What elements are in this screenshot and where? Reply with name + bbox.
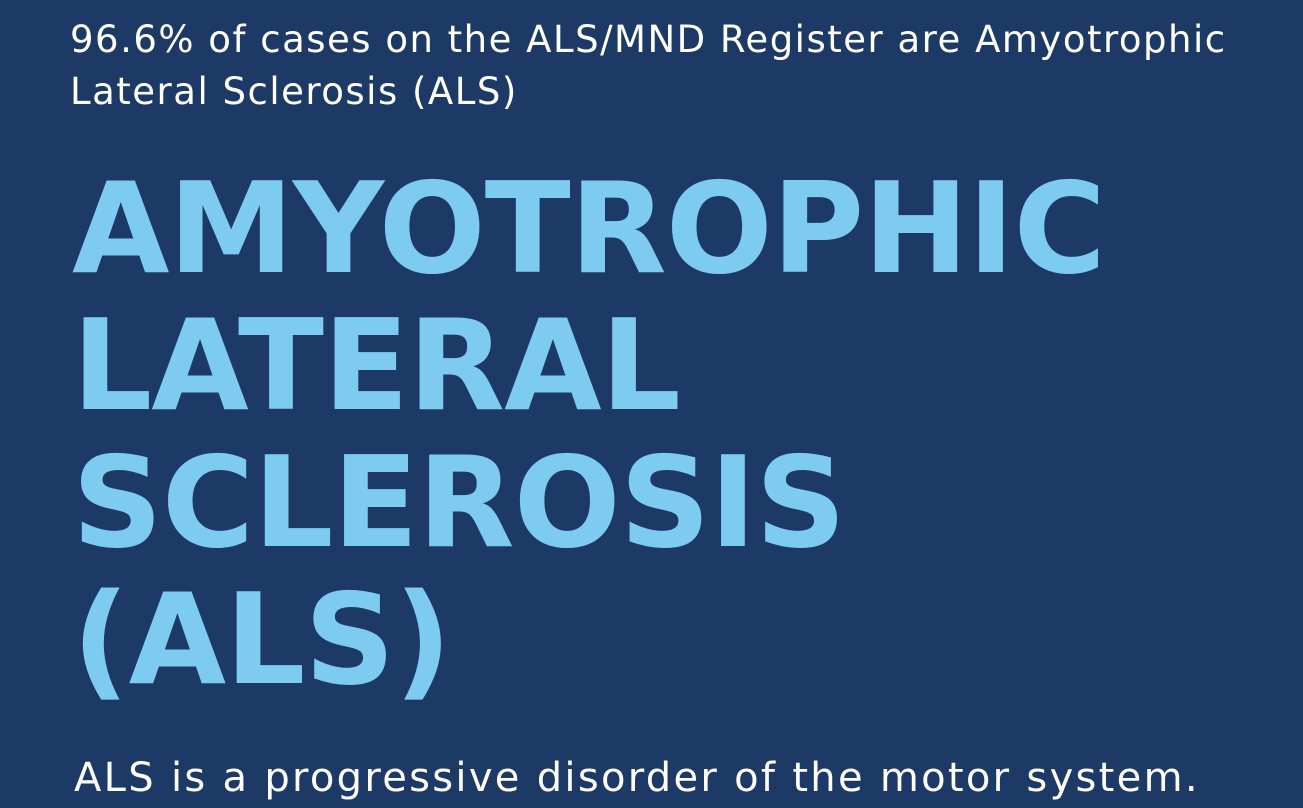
heading-line-amyotrophic: AMYOTROPHIC: [72, 155, 1106, 302]
heading-line-als: (ALS): [72, 566, 452, 713]
heading-line-lateral: LATERAL: [72, 292, 681, 439]
summary-text: ALS is a progressive disorder of the mot…: [74, 755, 1200, 801]
heading-line-sclerosis: SCLEROSIS: [72, 429, 846, 576]
disease-heading: AMYOTROPHIC LATERAL SCLEROSIS (ALS): [72, 155, 1106, 713]
intro-text: 96.6% of cases on the ALS/MND Register a…: [70, 18, 1227, 113]
